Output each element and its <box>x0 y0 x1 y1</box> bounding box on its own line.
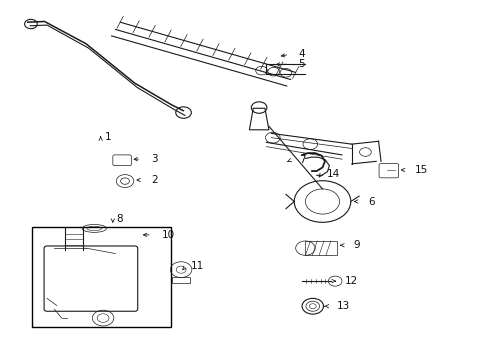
Text: 7: 7 <box>299 155 305 165</box>
Text: 10: 10 <box>161 230 174 240</box>
Text: 2: 2 <box>151 175 157 185</box>
Text: 4: 4 <box>298 49 305 59</box>
Text: 11: 11 <box>190 261 203 271</box>
Text: 5: 5 <box>298 59 305 69</box>
Text: 1: 1 <box>104 132 111 142</box>
Bar <box>172 277 189 283</box>
Bar <box>32 226 171 327</box>
Text: 14: 14 <box>326 168 339 179</box>
Text: 9: 9 <box>353 240 360 250</box>
Text: 12: 12 <box>344 276 358 286</box>
Text: 3: 3 <box>151 154 157 164</box>
Text: 8: 8 <box>117 214 123 224</box>
Bar <box>305 241 336 255</box>
Text: 15: 15 <box>414 165 427 175</box>
Text: 6: 6 <box>367 197 374 207</box>
Text: 13: 13 <box>336 301 350 311</box>
